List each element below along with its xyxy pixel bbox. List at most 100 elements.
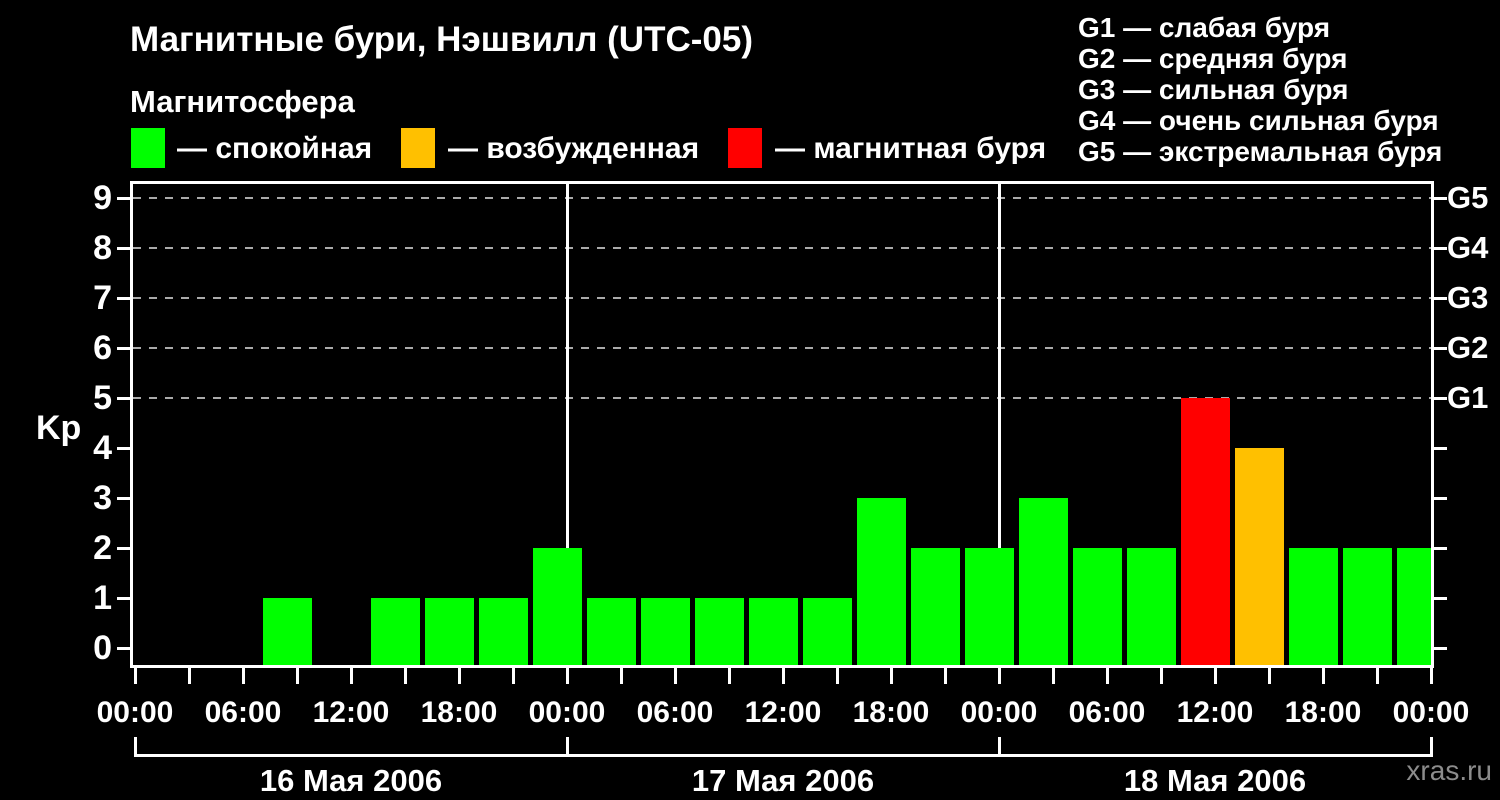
y-tick-label: 1	[93, 579, 112, 617]
kp-bar	[1073, 548, 1122, 665]
kp-bar	[263, 598, 312, 665]
x-axis-tick	[1375, 668, 1379, 684]
grid-line	[133, 247, 1431, 249]
day-bracket-tick	[565, 737, 569, 757]
right-axis-g-label: G3	[1447, 280, 1489, 315]
kp-bar	[965, 548, 1014, 665]
kp-bar	[1019, 498, 1068, 665]
g-scale-legend-item: G1 — слабая буря	[1078, 12, 1331, 43]
day-boundary-line	[997, 184, 1001, 665]
x-axis-tick	[295, 668, 299, 684]
watermark: xras.ru	[1406, 755, 1492, 786]
kp-bar	[803, 598, 852, 665]
y-axis-tick	[117, 596, 133, 600]
day-bracket-tick	[133, 737, 137, 757]
x-axis-tick	[187, 668, 191, 684]
kp-bar	[1235, 448, 1284, 665]
kp-bar	[479, 598, 528, 665]
page-title: Магнитные бури, Нэшвилл (UTC-05)	[130, 20, 753, 59]
x-axis-tick	[1051, 668, 1055, 684]
x-axis-tick	[727, 668, 731, 684]
x-axis-tick	[1429, 668, 1433, 684]
y-tick-label: 8	[93, 229, 112, 267]
y-axis-tick	[1431, 246, 1447, 250]
y-tick-label: 7	[93, 279, 112, 317]
y-axis-tick	[1431, 546, 1447, 550]
y-axis-tick	[117, 396, 133, 400]
right-axis-g-label: G1	[1447, 380, 1489, 415]
x-axis-tick	[673, 668, 677, 684]
x-axis-tick	[943, 668, 947, 684]
x-axis-tick	[619, 668, 623, 684]
day-boundary-line	[565, 184, 569, 665]
x-tick-label: 18:00	[852, 696, 930, 729]
kp-bar	[533, 548, 582, 665]
y-axis-tick	[1431, 396, 1447, 400]
x-tick-label: 12:00	[1176, 696, 1254, 729]
y-tick-label: 5	[93, 379, 112, 417]
plot-frame	[130, 181, 1434, 668]
grid-line	[133, 297, 1431, 299]
chart-subtitle: Магнитосфера	[130, 84, 355, 119]
y-axis-tick	[1431, 446, 1447, 450]
g-scale-legend-item: G2 — средняя буря	[1078, 43, 1348, 74]
g-scale-legend: G1 — слабая буря G2 — средняя буря G3 — …	[1078, 12, 1442, 167]
x-axis-tick	[1159, 668, 1163, 684]
y-axis-tick	[117, 546, 133, 550]
x-axis-tick	[1213, 668, 1217, 684]
x-axis-tick	[997, 668, 1001, 684]
y-axis-tick	[1431, 596, 1447, 600]
y-tick-label: 0	[93, 629, 112, 667]
kp-bar	[641, 598, 690, 665]
x-axis-tick	[1267, 668, 1271, 684]
x-tick-label: 12:00	[312, 696, 390, 729]
y-axis-tick	[117, 496, 133, 500]
legend-label-quiet: — спокойная	[177, 132, 373, 165]
grid-line	[133, 397, 1431, 399]
x-axis-tick	[889, 668, 893, 684]
y-axis-tick	[117, 196, 133, 200]
y-axis-tick	[117, 246, 133, 250]
y-axis-tick	[1431, 296, 1447, 300]
g-scale-legend-item: G4 — очень сильная буря	[1078, 105, 1439, 136]
x-axis-tick	[565, 668, 569, 684]
kp-bar	[425, 598, 474, 665]
x-tick-label: 12:00	[744, 696, 822, 729]
x-tick-label: 06:00	[1068, 696, 1146, 729]
right-axis-g-label: G5	[1447, 180, 1489, 215]
x-tick-label: 00:00	[1392, 696, 1470, 729]
plot-area	[133, 184, 1431, 665]
x-axis-tick	[403, 668, 407, 684]
y-axis-title: Kp	[36, 409, 82, 447]
x-axis-tick	[133, 668, 137, 684]
x-tick-label: 00:00	[960, 696, 1038, 729]
date-label: 17 Мая 2006	[691, 763, 875, 798]
y-axis-tick	[117, 646, 133, 650]
day-bracket-tick	[1429, 737, 1433, 757]
kp-bar	[1343, 548, 1392, 665]
kp-bar	[695, 598, 744, 665]
kp-bar	[1289, 548, 1338, 665]
x-tick-label: 18:00	[1284, 696, 1362, 729]
legend-swatch-excited	[401, 128, 435, 168]
kp-bar	[1181, 398, 1230, 665]
y-tick-label: 2	[93, 529, 112, 567]
legend-swatch-quiet	[131, 128, 165, 168]
date-label: 16 Мая 2006	[259, 763, 443, 798]
grid-line	[133, 347, 1431, 349]
y-axis-tick	[1431, 196, 1447, 200]
g-scale-legend-item: G3 — сильная буря	[1078, 74, 1349, 105]
x-axis-tick	[241, 668, 245, 684]
y-tick-label: 4	[93, 429, 112, 467]
kp-bar	[587, 598, 636, 665]
y-tick-label: 3	[93, 479, 112, 517]
y-axis-tick	[1431, 346, 1447, 350]
x-axis-tick	[349, 668, 353, 684]
y-tick-label: 9	[93, 179, 112, 217]
date-label: 18 Мая 2006	[1123, 763, 1307, 798]
y-axis-tick	[117, 446, 133, 450]
x-axis-tick	[781, 668, 785, 684]
legend-label-storm: — магнитная буря	[775, 132, 1047, 165]
x-axis-tick	[1105, 668, 1109, 684]
